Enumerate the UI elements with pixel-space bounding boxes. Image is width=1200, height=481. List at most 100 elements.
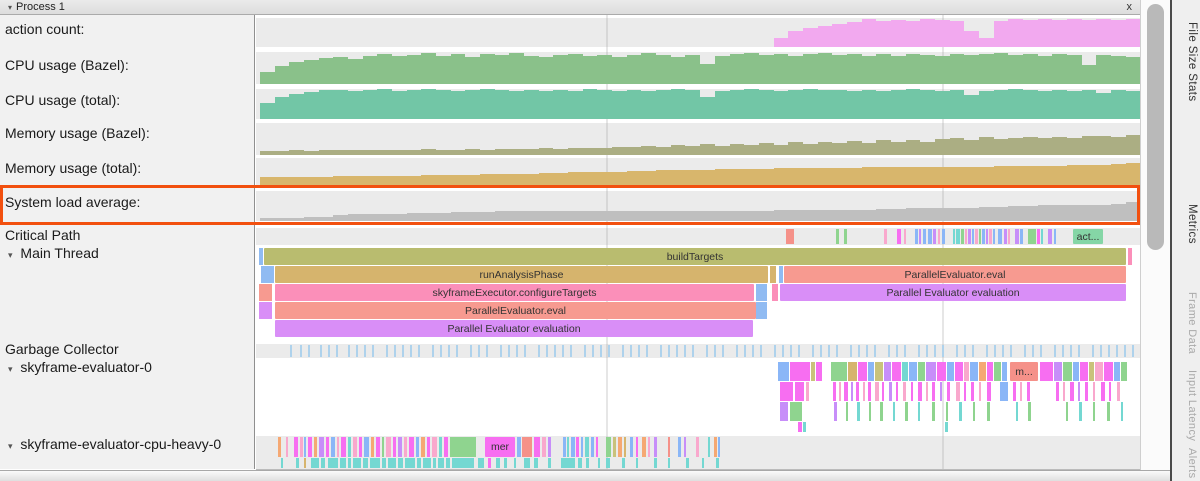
slice[interactable]	[778, 362, 789, 381]
gc-tick[interactable]	[956, 345, 958, 357]
slice[interactable]	[893, 402, 895, 421]
slice[interactable]	[972, 229, 974, 244]
slice[interactable]	[1079, 402, 1082, 421]
slice[interactable]	[816, 362, 822, 381]
slice[interactable]	[586, 458, 589, 468]
slice[interactable]	[427, 437, 430, 457]
gc-tick[interactable]	[668, 345, 670, 357]
slice[interactable]	[1037, 229, 1040, 244]
gc-tick[interactable]	[516, 345, 518, 357]
slice[interactable]	[897, 229, 901, 244]
slice[interactable]	[928, 229, 932, 244]
slice[interactable]	[831, 362, 847, 381]
slice[interactable]	[314, 437, 317, 457]
labeled-slice[interactable]: skyframeExecutor.configureTargets	[275, 284, 754, 301]
slice[interactable]	[1101, 382, 1105, 401]
slice[interactable]	[439, 437, 442, 457]
slice[interactable]	[947, 382, 950, 401]
slice[interactable]	[869, 402, 871, 421]
slice[interactable]	[534, 437, 540, 457]
slice[interactable]	[1000, 382, 1008, 401]
slice[interactable]	[668, 437, 670, 457]
slice[interactable]	[839, 382, 841, 401]
slice[interactable]	[971, 382, 974, 401]
slice[interactable]	[1008, 229, 1010, 244]
slice[interactable]	[790, 402, 802, 421]
gc-tick[interactable]	[1040, 345, 1042, 357]
slice[interactable]	[331, 437, 335, 457]
slice[interactable]	[1109, 382, 1111, 401]
gc-tick[interactable]	[874, 345, 876, 357]
slice[interactable]	[648, 437, 650, 457]
slice[interactable]	[341, 437, 346, 457]
gc-tick[interactable]	[1024, 345, 1026, 357]
slice[interactable]	[1054, 362, 1062, 381]
slice[interactable]	[423, 458, 431, 468]
slice[interactable]	[708, 437, 710, 457]
slice[interactable]	[903, 382, 906, 401]
slice[interactable]	[942, 229, 945, 244]
slice[interactable]	[585, 437, 589, 457]
slice[interactable]	[304, 458, 306, 468]
slice[interactable]	[846, 402, 848, 421]
gc-tick[interactable]	[812, 345, 814, 357]
slice[interactable]	[848, 362, 857, 381]
slice[interactable]	[278, 437, 281, 457]
evaluator0-row-0[interactable]: m...	[256, 362, 1140, 381]
slice[interactable]	[851, 382, 853, 401]
gc-tick[interactable]	[676, 345, 678, 357]
evaluator0-row-3[interactable]	[256, 422, 1140, 432]
slice[interactable]	[946, 402, 948, 421]
slice[interactable]	[598, 458, 600, 468]
gc-tick[interactable]	[1054, 345, 1056, 357]
gc-tick[interactable]	[820, 345, 822, 357]
slice[interactable]	[970, 362, 978, 381]
slice[interactable]	[409, 437, 414, 457]
slice[interactable]	[964, 382, 966, 401]
gc-tick[interactable]	[986, 345, 988, 357]
slice[interactable]	[956, 382, 960, 401]
close-icon[interactable]: x	[1126, 1, 1133, 13]
gc-tick[interactable]	[638, 345, 640, 357]
slice[interactable]	[756, 284, 767, 301]
slice[interactable]	[386, 437, 391, 457]
labeled-slice[interactable]: Parallel Evaluator evaluation	[780, 284, 1126, 301]
horizontal-scrollbar[interactable]	[0, 470, 1170, 481]
slice[interactable]	[548, 458, 551, 468]
slice[interactable]	[404, 437, 407, 457]
slice[interactable]	[294, 437, 298, 457]
slice[interactable]	[668, 458, 670, 468]
gc-tick[interactable]	[684, 345, 686, 357]
slice[interactable]	[918, 402, 920, 421]
gc-tick[interactable]	[858, 345, 860, 357]
slice[interactable]	[998, 229, 1002, 244]
gc-tick[interactable]	[402, 345, 404, 357]
process-title-group[interactable]: ▾ Process 1	[8, 0, 65, 15]
slice[interactable]	[642, 437, 646, 457]
slice[interactable]	[880, 402, 883, 421]
gc-tick[interactable]	[774, 345, 776, 357]
tab-frame-data[interactable]: Frame Data	[1186, 292, 1198, 355]
slice[interactable]	[993, 229, 995, 244]
vertical-scrollbar[interactable]	[1140, 0, 1171, 470]
gc-tick[interactable]	[1124, 345, 1126, 357]
gc-tick[interactable]	[836, 345, 838, 357]
labeled-slice[interactable]: runAnalysisPhase	[275, 266, 768, 283]
gc-tick[interactable]	[348, 345, 350, 357]
slice[interactable]	[772, 284, 778, 301]
slice[interactable]	[259, 302, 272, 319]
slice[interactable]	[1040, 362, 1053, 381]
gc-tick[interactable]	[904, 345, 906, 357]
slice[interactable]	[618, 437, 622, 457]
slice[interactable]	[308, 437, 312, 457]
slice[interactable]	[987, 402, 990, 421]
slice[interactable]	[844, 229, 847, 244]
slice[interactable]	[945, 422, 948, 432]
slice[interactable]	[986, 229, 988, 244]
slice[interactable]	[973, 402, 975, 421]
slice[interactable]	[452, 458, 474, 468]
gc-tick[interactable]	[866, 345, 868, 357]
slice[interactable]	[780, 382, 793, 401]
gc-tick[interactable]	[828, 345, 830, 357]
slice[interactable]	[779, 266, 783, 283]
